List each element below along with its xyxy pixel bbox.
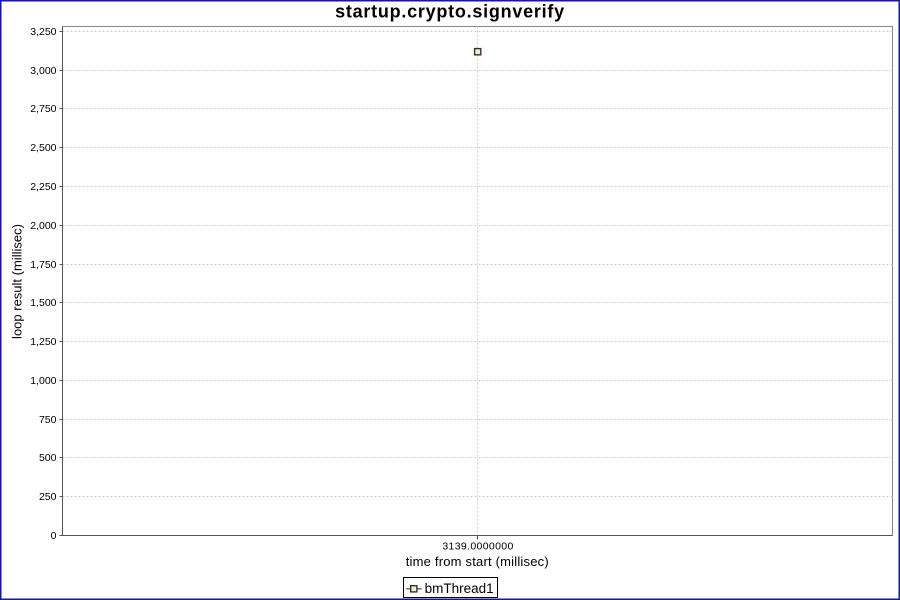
svg-text:2,250: 2,250	[30, 181, 56, 193]
svg-text:1,000: 1,000	[30, 375, 56, 387]
svg-text:1,250: 1,250	[30, 336, 56, 348]
svg-text:750: 750	[39, 414, 57, 426]
svg-text:3,250: 3,250	[30, 26, 56, 38]
svg-text:startup.crypto.signverify: startup.crypto.signverify	[335, 2, 565, 22]
svg-text:500: 500	[39, 452, 57, 464]
svg-text:0: 0	[51, 530, 57, 542]
svg-text:2,750: 2,750	[30, 103, 56, 115]
svg-text:1,750: 1,750	[30, 259, 56, 271]
svg-text:2,500: 2,500	[30, 142, 56, 154]
svg-text:3,000: 3,000	[30, 65, 56, 77]
svg-text:time from start (millisec): time from start (millisec)	[406, 554, 549, 569]
svg-text:2,000: 2,000	[30, 220, 56, 232]
svg-text:loop result (millisec): loop result (millisec)	[10, 224, 25, 339]
svg-text:1,500: 1,500	[30, 297, 56, 309]
svg-text:bmThread1: bmThread1	[425, 581, 494, 596]
svg-text:250: 250	[39, 491, 57, 503]
svg-text:3139.0000000: 3139.0000000	[442, 540, 513, 552]
